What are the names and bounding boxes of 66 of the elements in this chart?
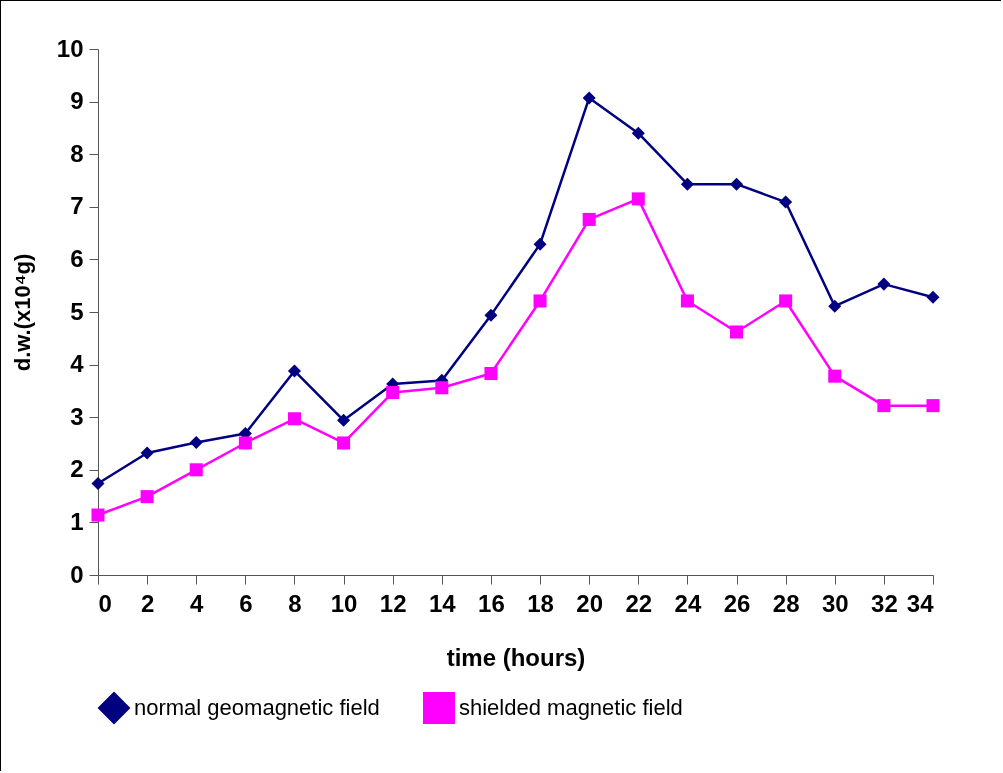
x-tick-label: 10 (330, 589, 358, 617)
x-tick-label: 34 (906, 589, 935, 617)
point (533, 294, 547, 308)
point (877, 399, 891, 413)
point (779, 294, 793, 308)
y-tick-label: 8 (70, 139, 84, 167)
x-tick-label: 14 (428, 589, 457, 617)
y-tick-label: 7 (70, 192, 84, 220)
point (582, 91, 596, 105)
x-tick-label: 8 (288, 589, 302, 617)
point (189, 463, 203, 477)
point (287, 412, 301, 426)
point (779, 195, 793, 209)
point (680, 177, 694, 191)
point (386, 385, 400, 399)
y-tick-label: 1 (70, 507, 84, 535)
legend-label: shielded magnetic field (459, 695, 683, 720)
point (828, 369, 842, 383)
y-tick-label: 2 (70, 455, 84, 483)
point (238, 436, 252, 450)
x-tick-label: 30 (821, 589, 849, 617)
point (631, 126, 645, 140)
point (680, 294, 694, 308)
point (730, 177, 744, 191)
x-tick-label: 4 (190, 589, 205, 617)
y-tick-label: 4 (70, 350, 85, 378)
point (140, 490, 154, 504)
y-tick-label: 6 (70, 244, 84, 272)
x-tick-label: 20 (576, 589, 604, 617)
x-tick-label: 12 (379, 589, 407, 617)
point (484, 367, 498, 381)
point (337, 413, 351, 427)
point (91, 508, 105, 522)
point (828, 299, 842, 313)
point (926, 290, 940, 304)
point (337, 436, 351, 450)
point (877, 277, 891, 291)
point (91, 476, 105, 490)
point (582, 212, 596, 226)
x-tick-label: 22 (625, 589, 653, 617)
x-axis-title: time (hours) (446, 643, 586, 671)
point (435, 381, 449, 395)
x-tick-label: 0 (98, 589, 112, 617)
point (631, 192, 645, 206)
point (533, 237, 547, 251)
x-tick-label: 24 (674, 589, 702, 617)
point (926, 399, 940, 413)
point (484, 308, 498, 322)
y-tick-label: 3 (70, 402, 84, 430)
legend-label: normal geomagnetic field (134, 695, 380, 720)
point (189, 435, 203, 449)
x-tick-label: 16 (478, 589, 505, 617)
point (140, 446, 154, 460)
x-tick-label: 18 (527, 589, 554, 617)
x-tick-label: 2 (140, 589, 155, 617)
point (730, 325, 744, 339)
y-tick-label: 9 (70, 87, 84, 115)
x-tick-label: 28 (772, 589, 800, 617)
x-tick-label: 26 (723, 589, 751, 617)
y-tick-label: 10 (56, 34, 84, 62)
point (287, 364, 301, 378)
y-tick-label: 5 (70, 297, 84, 325)
x-tick-label: 6 (239, 589, 253, 617)
x-tick-label: 32 (871, 589, 898, 617)
y-axis-title: d.w.(x10⁴g) (9, 253, 35, 372)
y-tick-label: 0 (70, 560, 84, 588)
